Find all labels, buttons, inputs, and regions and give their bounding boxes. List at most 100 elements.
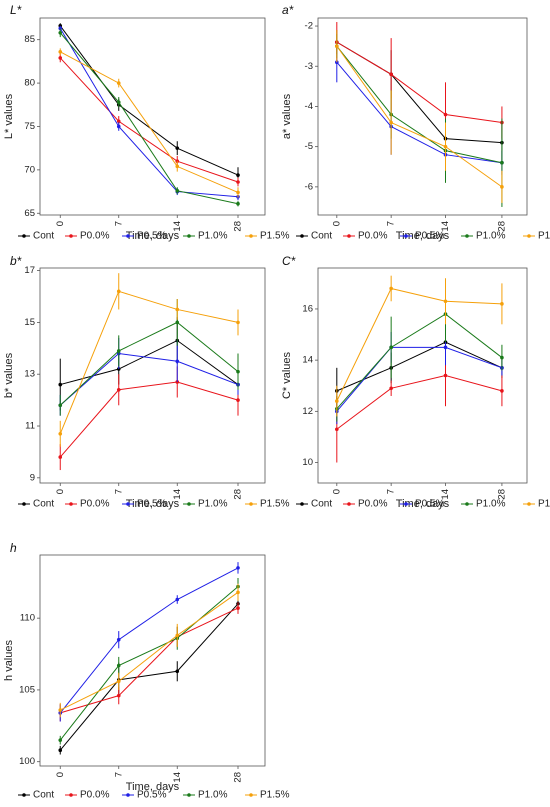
data-point [335, 399, 339, 403]
series [58, 317, 240, 411]
series-line [59, 57, 239, 183]
legend-label: P0.0% [80, 231, 110, 242]
series-line [59, 25, 239, 176]
y-tick-label: 10 [302, 457, 313, 468]
series-line [336, 287, 502, 402]
series [58, 299, 240, 416]
legend-swatch-point [126, 793, 130, 797]
panel-label: C* [282, 254, 296, 268]
data-point [175, 307, 180, 312]
legend-swatch-point [249, 234, 253, 238]
legend-swatch-point [347, 502, 351, 506]
series-line [60, 339, 239, 386]
legend-label: P1.0% [198, 231, 228, 242]
data-point [236, 180, 240, 184]
series-line [336, 45, 503, 188]
legend: Cont P0.0% P0.5% P1.0% P1.5% [296, 231, 550, 242]
data-point [175, 597, 180, 602]
x-tick-label: 28 [496, 489, 507, 500]
x-tick-label: 14 [440, 489, 451, 500]
y-tick-label: 11 [25, 421, 35, 432]
legend-swatch-point [249, 502, 253, 506]
plot-frame [317, 267, 528, 484]
legend-label: P1.5% [260, 231, 290, 242]
series-line [60, 607, 239, 714]
legend-label: Cont [311, 499, 332, 510]
data-point [58, 382, 63, 387]
legend: Cont P0.0% P0.5% P1.0% P1.5% [296, 499, 550, 510]
data-point [116, 289, 121, 294]
y-axis-title: C* values [281, 351, 293, 399]
series-line [59, 28, 239, 198]
data-point [58, 403, 63, 408]
legend-swatch-point [69, 793, 73, 797]
series-line [59, 321, 239, 406]
series [58, 583, 240, 718]
x-axis-title: Time, days [126, 498, 180, 510]
legend-swatch-point [22, 234, 26, 238]
y-axis-title: L* values [3, 93, 15, 139]
data-point [443, 112, 448, 117]
legend-swatch-point [22, 793, 26, 797]
legend-label: P0.0% [80, 499, 110, 510]
y-tick-label: 14 [302, 355, 313, 366]
data-point [443, 373, 448, 378]
legend-swatch-point [300, 234, 304, 238]
series [58, 337, 240, 416]
chart-panel: h 100 105 110 0 7 14 28 Time, days h values Cont P0… [3, 541, 290, 800]
data-point [58, 50, 63, 54]
y-tick-label: 70 [24, 164, 35, 175]
y-tick-label: -5 [305, 141, 313, 152]
plot-frame [39, 17, 266, 216]
legend-label: P1.0% [198, 790, 228, 801]
x-axis-title: Time, days [396, 230, 450, 242]
legend-swatch-point [404, 234, 408, 238]
data-point [236, 606, 240, 610]
data-point [236, 190, 240, 195]
data-point [175, 164, 180, 169]
legend-label: P1.0% [476, 499, 506, 510]
legend-swatch-point [249, 793, 253, 797]
y-tick-label: 75 [24, 121, 35, 132]
data-point [335, 427, 339, 432]
y-tick-label: 85 [24, 34, 35, 45]
series-line [59, 586, 239, 741]
legend-swatch-point [404, 502, 408, 506]
y-tick-label: -4 [305, 101, 313, 112]
data-point [58, 738, 63, 742]
legend-label: P0.5% [415, 499, 445, 510]
data-point [116, 693, 121, 698]
series-line [59, 381, 239, 458]
series-line [336, 374, 503, 430]
chart-panel: C* 10 12 14 16 0 7 14 28 Time, days C* values Cont P… [281, 254, 550, 510]
data-point [175, 320, 180, 325]
y-tick-label: 16 [302, 303, 313, 314]
legend-label: P1.0% [476, 231, 506, 242]
series [58, 23, 240, 183]
y-tick-label: 13 [24, 369, 35, 380]
series-line [59, 32, 239, 205]
x-tick-label: 7 [113, 772, 124, 777]
series-line [60, 591, 239, 711]
legend-label: Cont [33, 790, 54, 801]
data-point [116, 100, 121, 104]
data-point [175, 188, 180, 193]
y-tick-label: -3 [305, 61, 313, 72]
panel-label: b* [10, 254, 22, 268]
x-tick-label: 28 [496, 221, 507, 232]
data-point [175, 633, 180, 638]
x-tick-label: 7 [113, 221, 124, 226]
y-tick-label: 15 [24, 317, 35, 328]
data-point [116, 663, 121, 668]
data-point [500, 302, 504, 306]
legend-swatch-point [300, 502, 304, 506]
legend-swatch-point [187, 234, 191, 238]
legend-label: P0.5% [415, 231, 445, 242]
panel-label: L* [10, 3, 22, 17]
series [335, 22, 504, 147]
data-point [236, 201, 240, 206]
legend-label: P0.5% [137, 790, 167, 801]
series [58, 598, 240, 755]
